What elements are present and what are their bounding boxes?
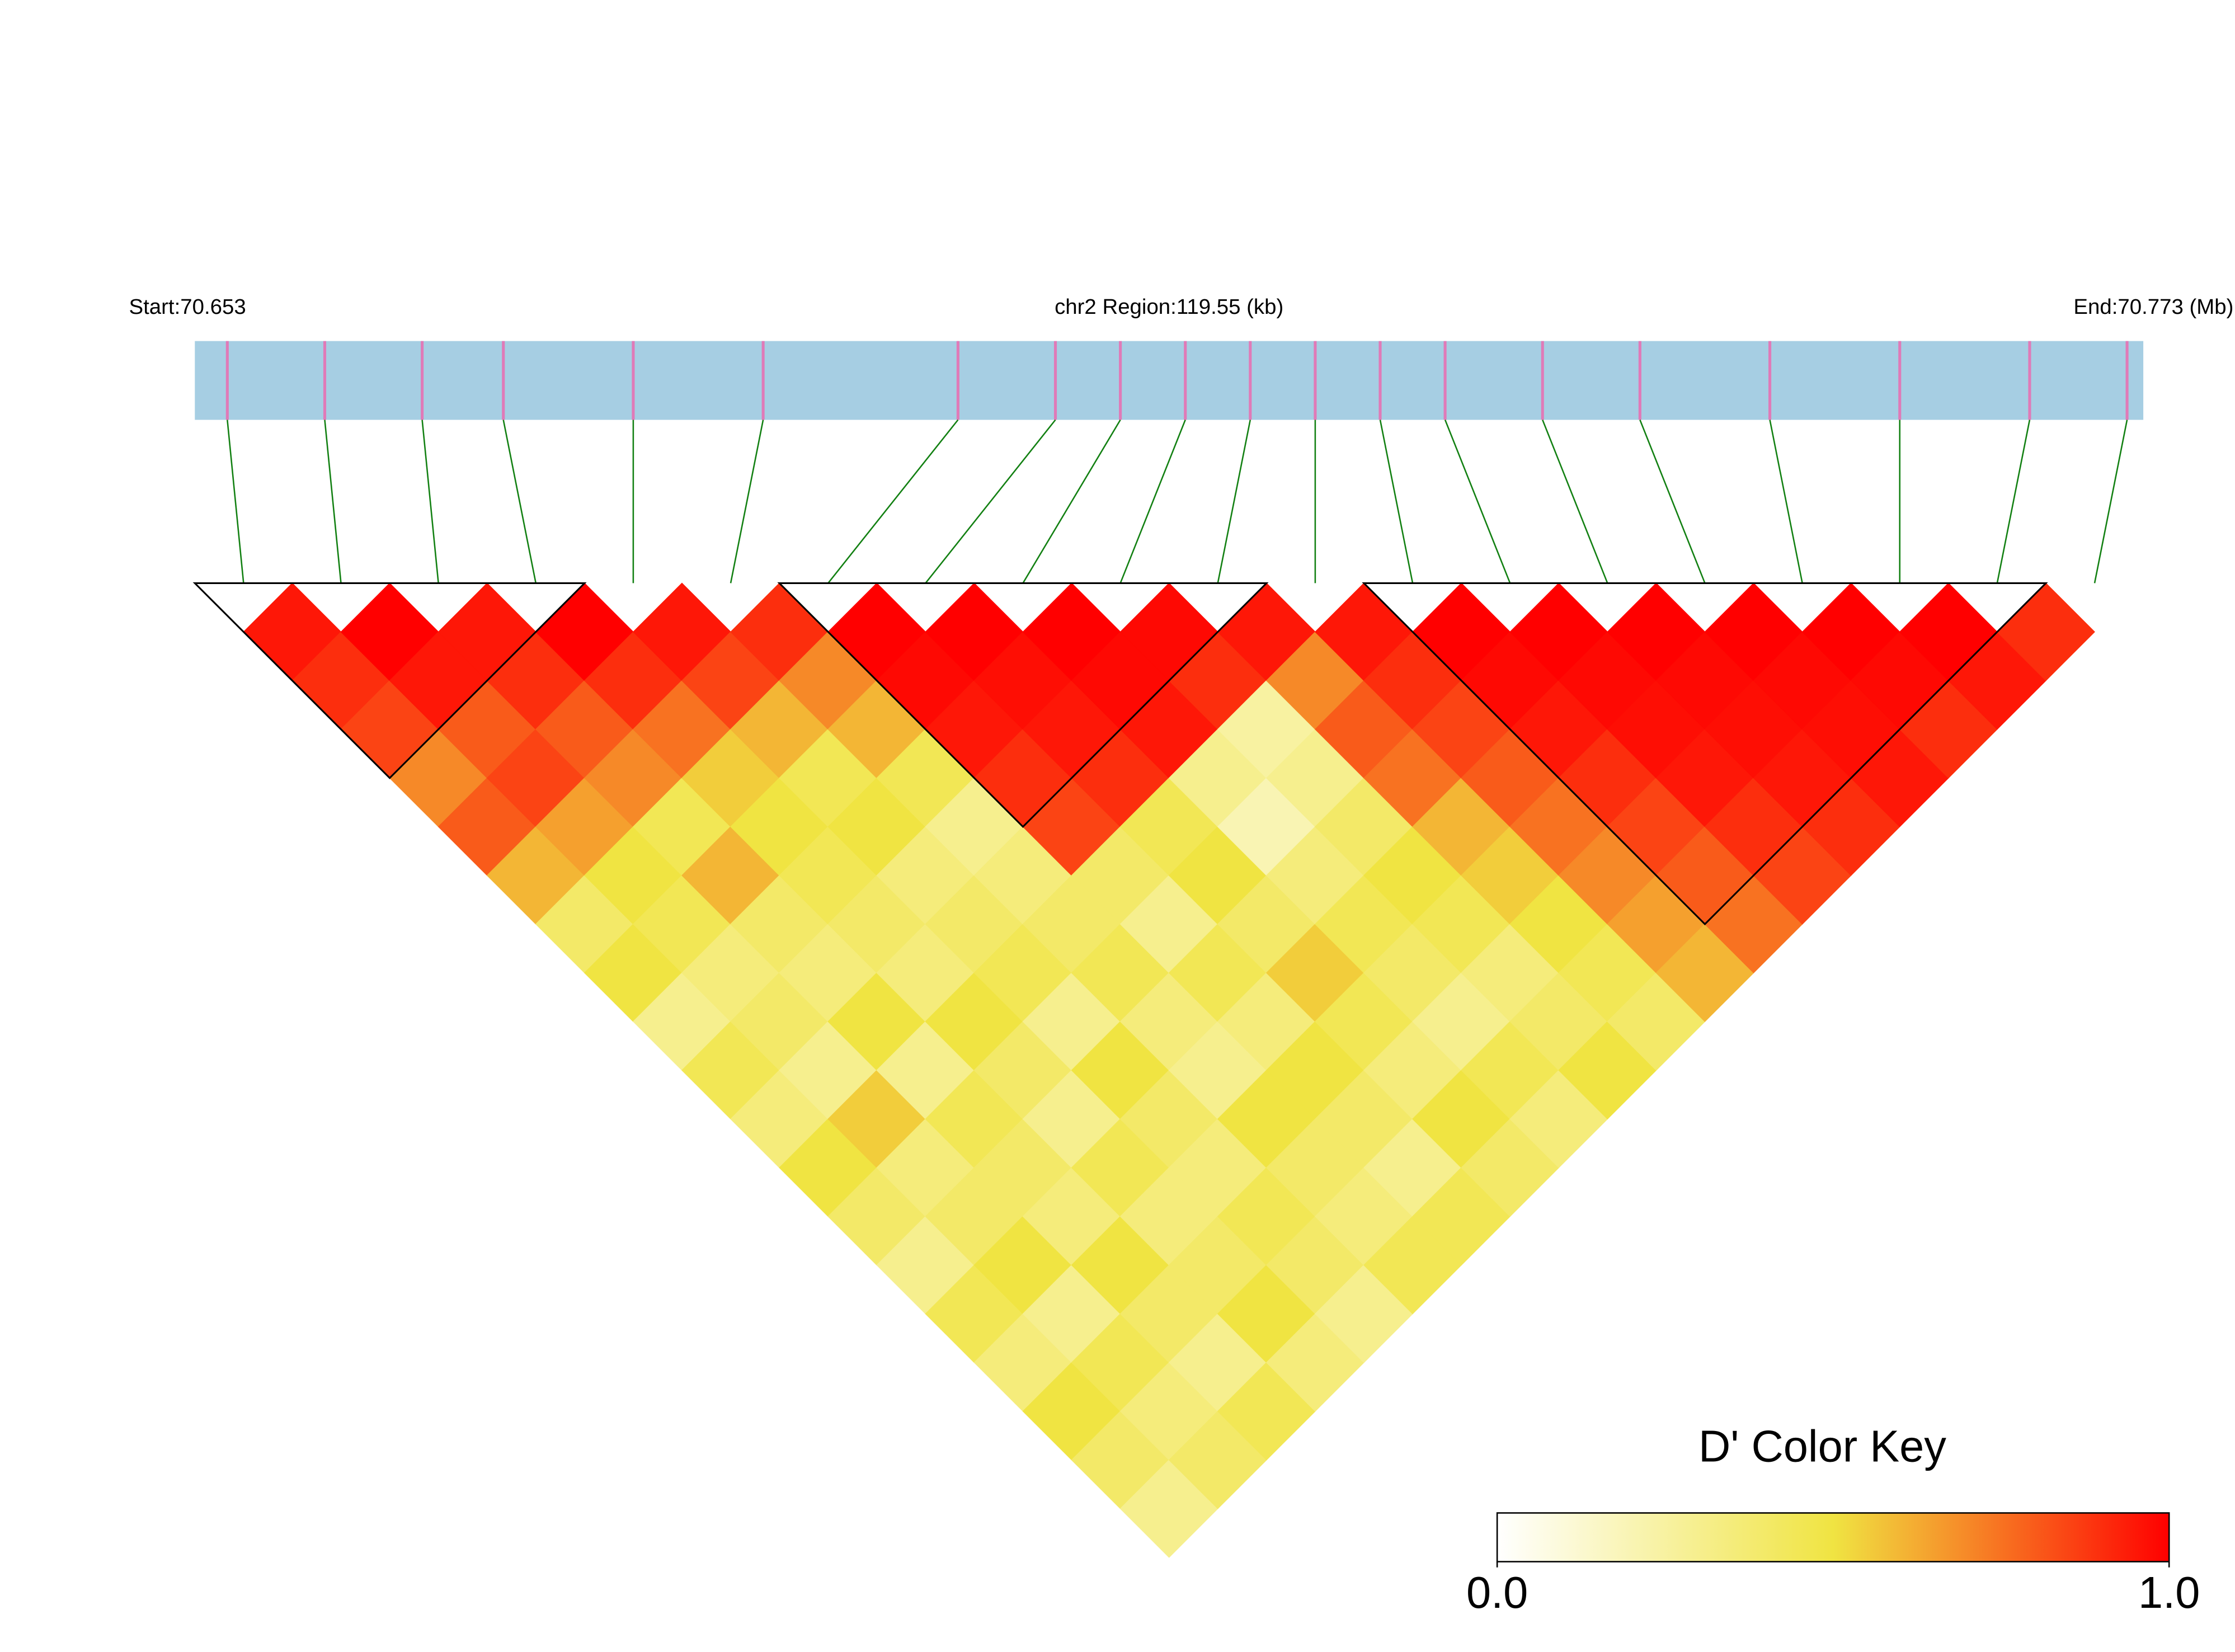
snp-link — [324, 420, 342, 583]
region-label: chr2 Region:119.55 (kb) — [1055, 295, 1283, 319]
genome-bar — [195, 341, 2144, 420]
snp-link — [421, 420, 439, 583]
snp-link — [1379, 420, 1414, 583]
snp-link — [730, 420, 764, 583]
snp-link — [1022, 419, 1121, 584]
end-label: End:70.773 (Mb) — [2073, 295, 2233, 319]
snp-link — [227, 420, 244, 583]
ld-block — [192, 582, 587, 779]
snp-link — [827, 419, 959, 584]
snp-link — [1996, 420, 2031, 583]
snp-link — [1217, 420, 1251, 583]
key-title: D' Color Key — [1698, 1422, 1946, 1471]
key-tick-label: 0.0 — [1466, 1568, 1528, 1617]
snp-link — [1639, 420, 1706, 583]
ld-block — [777, 582, 1269, 828]
color-key — [1496, 1512, 2170, 1562]
snp-link — [1119, 420, 1186, 583]
snp-link — [502, 420, 537, 583]
start-label: Start:70.653 — [129, 295, 246, 319]
ld-block — [1362, 582, 2048, 926]
snp-link — [1542, 420, 1608, 583]
key-tick-label: 1.0 — [2138, 1568, 2200, 1617]
snp-link — [1444, 420, 1511, 583]
snp-link — [925, 419, 1056, 584]
snp-link — [1769, 420, 1803, 583]
snp-link — [2093, 420, 2128, 583]
